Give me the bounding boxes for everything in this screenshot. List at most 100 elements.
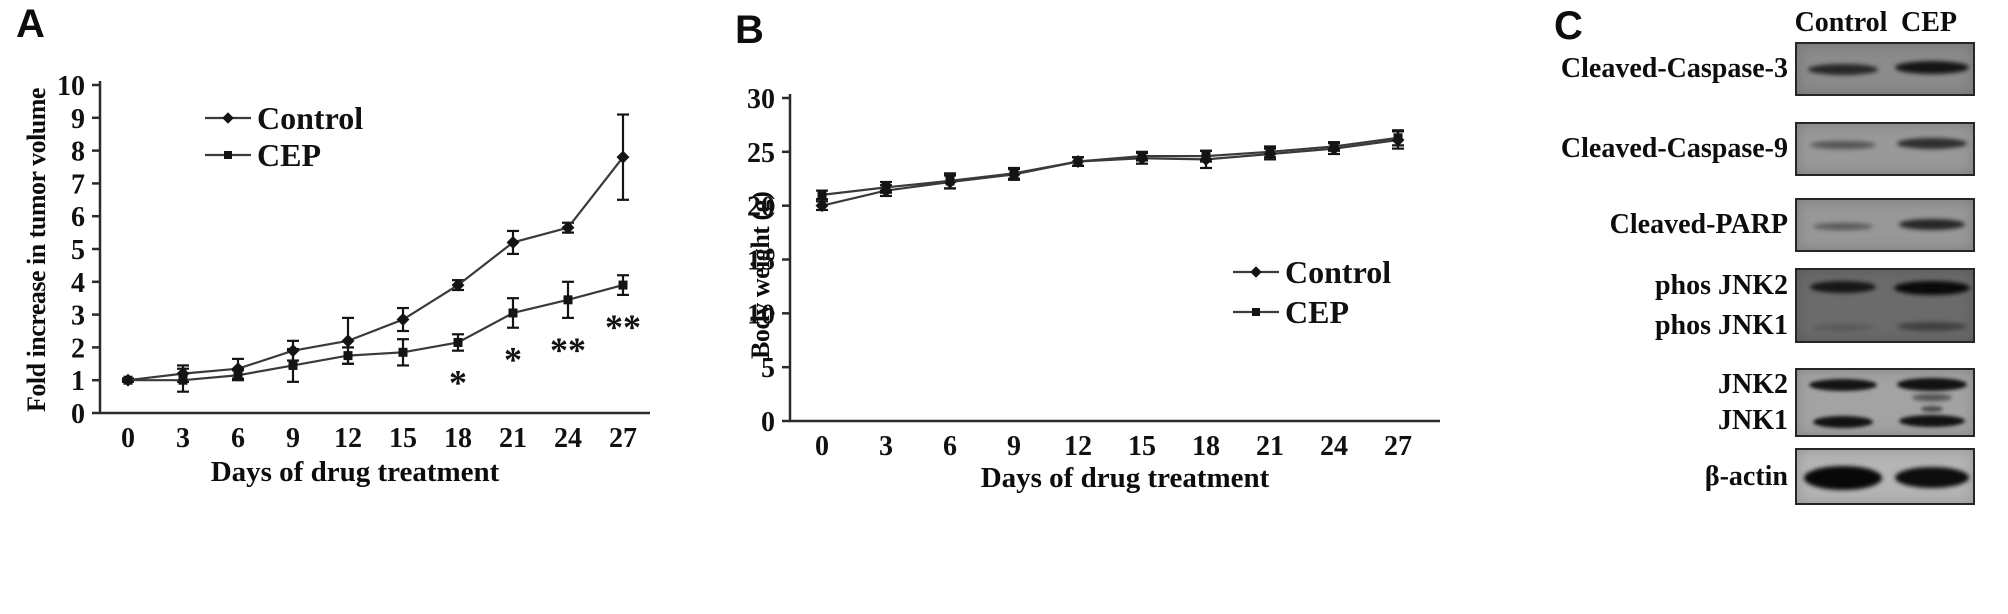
y-tick-label: 2 <box>71 333 85 364</box>
protein-band <box>1897 377 1967 391</box>
protein-band <box>1813 416 1873 428</box>
blot-label: JNK1 <box>1718 405 1788 436</box>
control-data-point <box>561 221 575 235</box>
cep-series-line <box>821 136 1399 196</box>
x-tick-label: 12 <box>334 423 362 454</box>
y-tick-label: 25 <box>747 138 775 169</box>
significance-annotation: * <box>504 340 522 380</box>
control-data-point <box>616 150 630 164</box>
control-data-point <box>815 199 829 213</box>
protein-band <box>1897 321 1967 331</box>
legend-marker <box>222 112 234 124</box>
cep-data-point <box>508 308 518 318</box>
significance-annotation: * <box>449 363 467 403</box>
cep-data-point <box>288 360 298 370</box>
legend-label: CEP <box>257 137 321 173</box>
cep-data-point <box>1201 151 1211 161</box>
control-data-point <box>396 313 410 326</box>
protein-band <box>1921 406 1943 412</box>
blot-label: phos JNK2 <box>1654 270 1788 301</box>
cep-data-point <box>1393 133 1403 143</box>
protein-band <box>1810 141 1876 149</box>
x-tick-label: 15 <box>389 423 417 454</box>
cep-data-point <box>398 347 408 357</box>
blot-label: phos JNK1 <box>1654 310 1788 341</box>
cep-data-point <box>1009 168 1019 178</box>
control-data-point <box>231 362 245 376</box>
blot-label: Cleaved-PARP <box>1609 209 1788 240</box>
y-tick-label: 10 <box>747 299 775 330</box>
legend-label: CEP <box>1285 294 1349 330</box>
x-tick-label: 24 <box>554 423 582 454</box>
control-data-point <box>506 235 520 249</box>
protein-band <box>1808 63 1878 75</box>
protein-band <box>1897 137 1967 149</box>
panel-b-label: B <box>735 8 764 52</box>
x-tick-label: 18 <box>444 423 472 454</box>
y-tick-label: 3 <box>71 301 85 332</box>
y-tick-label: 8 <box>71 137 85 168</box>
y-tick-label: 4 <box>71 268 85 299</box>
legend-marker <box>1250 266 1262 278</box>
cep-series-line <box>128 284 624 382</box>
blot-image-2 <box>1795 198 1975 252</box>
protein-band <box>1804 466 1882 490</box>
control-data-point <box>341 334 355 348</box>
legend-marker <box>1252 308 1260 316</box>
protein-band <box>1899 415 1965 427</box>
control-data-point <box>451 278 465 292</box>
lane-header-cep: CEP <box>1901 7 1957 38</box>
cep-data-point <box>1329 141 1339 151</box>
panel-c: C Control CEP Cleaved-Caspase-3 Cleaved-C… <box>1548 0 2008 614</box>
protein-band <box>1812 323 1874 331</box>
legend-marker <box>224 151 232 159</box>
cep-data-point <box>123 375 133 385</box>
body-weight-chart: 0 5 10 15 20 25 30 0 3 6 9 12 15 18 21 24 27 Control CEP <box>747 84 1440 462</box>
x-tick-label: 27 <box>1384 431 1412 462</box>
cep-data-point <box>1137 151 1147 161</box>
x-tick-label: 3 <box>879 431 893 462</box>
blot-label: β-actin <box>1704 461 1788 492</box>
blot-image-3 <box>1795 268 1975 343</box>
control-series-line <box>127 156 624 382</box>
x-tick-label: 24 <box>1320 431 1348 462</box>
blot-label: Cleaved-Caspase-3 <box>1560 53 1788 84</box>
protein-band <box>1899 218 1965 230</box>
blot-image-0 <box>1795 42 1975 96</box>
cep-data-point <box>178 375 188 385</box>
x-tick-label: 0 <box>121 423 135 454</box>
protein-band <box>1895 60 1969 74</box>
y-tick-label: 10 <box>57 71 85 102</box>
x-tick-label: 0 <box>815 431 829 462</box>
cep-data-point <box>233 370 243 380</box>
y-tick-label: 5 <box>761 353 775 384</box>
x-tick-label: 18 <box>1192 431 1220 462</box>
significance-annotation: ** <box>605 307 641 347</box>
x-tick-label: 27 <box>609 423 637 454</box>
panel-b-x-axis-title: Days of drug treatment <box>980 462 1270 494</box>
cep-data-point <box>1073 157 1083 167</box>
x-tick-label: 21 <box>499 423 527 454</box>
y-tick-label: 5 <box>71 235 85 266</box>
x-tick-label: 6 <box>231 423 245 454</box>
panel-a-x-axis-title: Days of drug treatment <box>210 456 500 488</box>
protein-band <box>1809 379 1877 391</box>
y-tick-label: 30 <box>747 84 775 115</box>
blot-image-5 <box>1795 448 1975 505</box>
y-tick-label: 6 <box>71 202 85 233</box>
cep-data-point <box>817 190 827 200</box>
blot-image-4 <box>1795 368 1975 437</box>
cep-data-point <box>453 337 463 347</box>
protein-band <box>1894 281 1970 295</box>
y-tick-label: 9 <box>71 104 85 135</box>
control-series-line <box>821 138 1399 207</box>
protein-band <box>1895 466 1969 488</box>
cep-data-point <box>343 351 353 361</box>
protein-band <box>1912 393 1952 401</box>
x-tick-label: 6 <box>943 431 957 462</box>
x-tick-label: 12 <box>1064 431 1092 462</box>
cep-data-point <box>563 295 573 305</box>
